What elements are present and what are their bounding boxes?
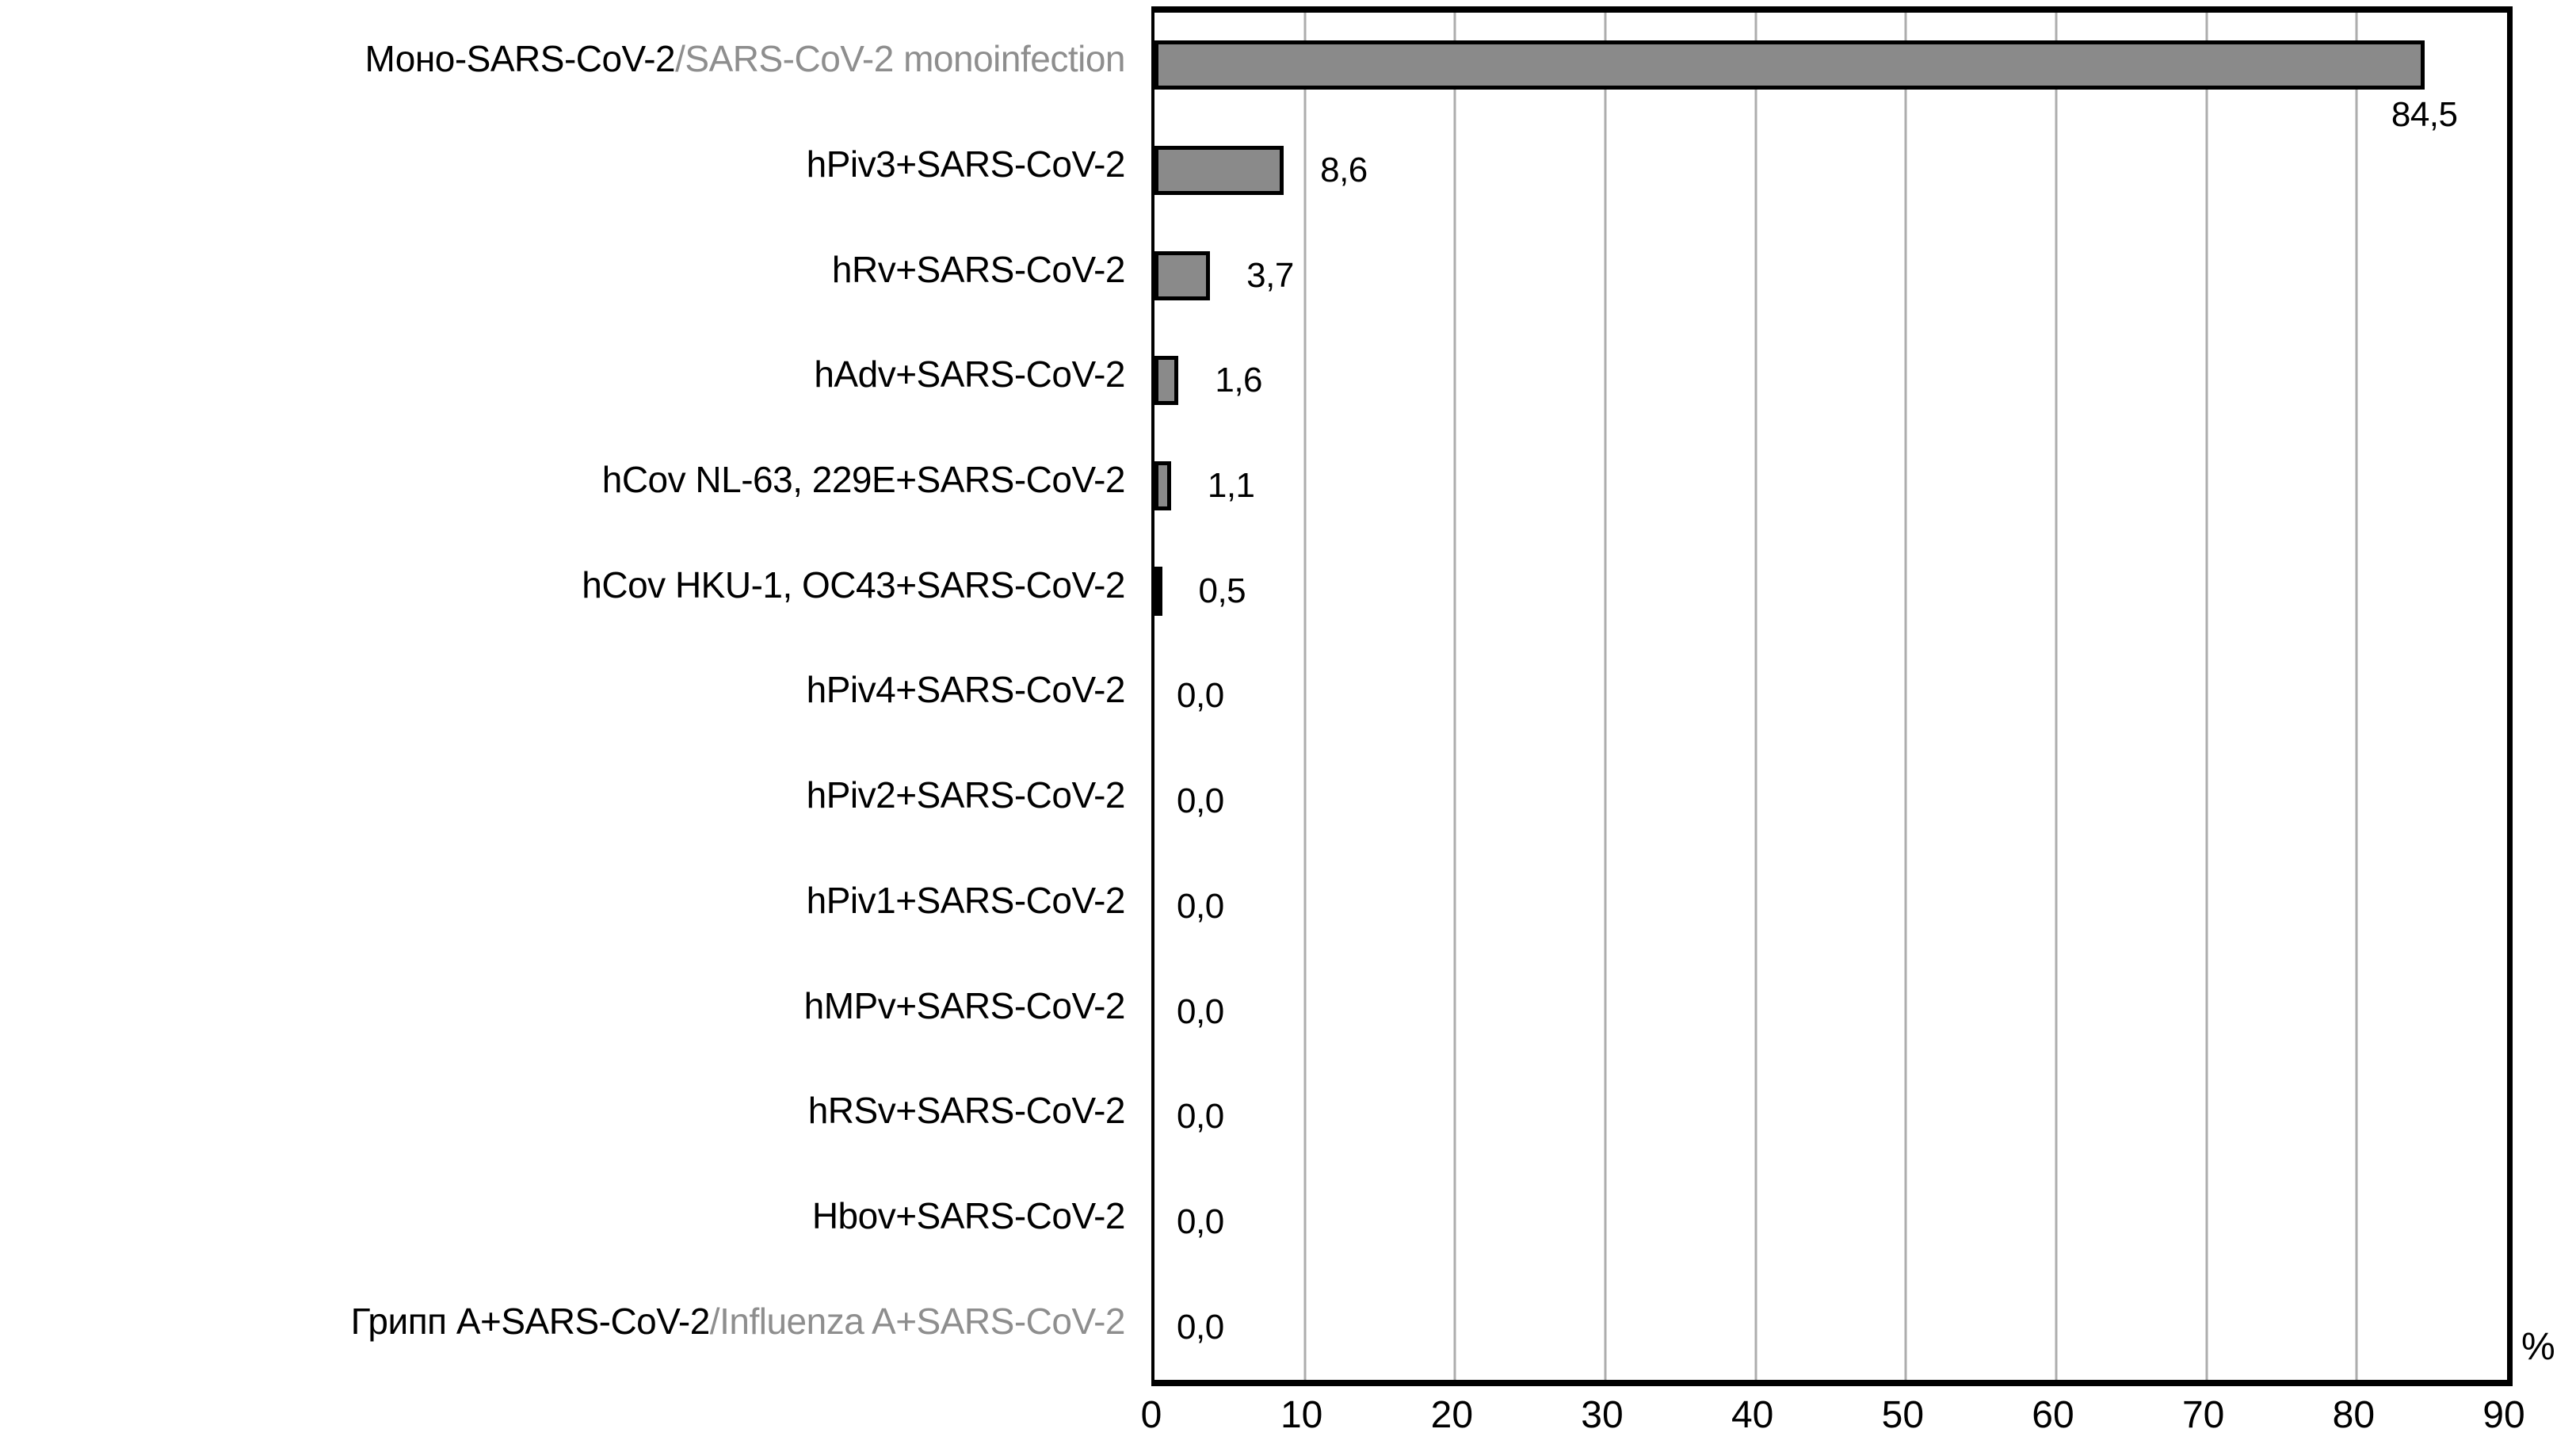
bar-row: 0,0: [1154, 1170, 2507, 1275]
value-label: 0,0: [1177, 1307, 1224, 1347]
category-label-primary: hCov HKU-1, OC43+SARS-CoV-2: [582, 564, 1125, 606]
x-tick-label: 60: [2032, 1394, 2074, 1436]
gridline: [1303, 13, 1307, 1380]
value-label: 1,6: [1215, 361, 1263, 400]
category-label: hPiv3+SARS-CoV-2: [0, 112, 1126, 217]
category-label-primary: Hbov+SARS-CoV-2: [811, 1194, 1126, 1236]
category-label-primary: Моно-SARS-CoV-2: [364, 38, 676, 80]
category-label-primary: hPiv4+SARS-CoV-2: [806, 669, 1126, 711]
bar-row: 0,0: [1154, 749, 2507, 854]
category-label-primary: hRSv+SARS-CoV-2: [807, 1090, 1126, 1132]
category-label-primary: hPiv3+SARS-CoV-2: [806, 143, 1126, 185]
value-label: 0,0: [1177, 781, 1224, 821]
value-label: 0,0: [1177, 1097, 1224, 1137]
bar-row: 0,0: [1154, 854, 2507, 960]
bar-row: 0,0: [1154, 644, 2507, 749]
x-tick-label: 10: [1280, 1394, 1323, 1436]
bar-row: 0,0: [1154, 1064, 2507, 1170]
category-label-primary: hCov NL-63, 229E+SARS-CoV-2: [601, 459, 1126, 501]
value-label: 1,1: [1207, 466, 1255, 506]
plot-area: 84,5 8,6 3,7 1,6 1,1 0,5 0,0 0,0 0,0 0,0 0,0 0,0 0,0: [1151, 6, 2513, 1386]
x-axis-tick-labels: 0 10 20 30 40 50 60 70 80 90: [0, 1393, 2576, 1441]
bar: [1154, 146, 1284, 196]
x-axis-unit-label: %: [2521, 1326, 2555, 1368]
category-axis-labels: Моно-SARS-CoV-2/SARS-CoV-2 monoinfection…: [0, 6, 1126, 1373]
category-label: hRv+SARS-CoV-2: [0, 216, 1126, 322]
category-label-primary: hPiv1+SARS-CoV-2: [806, 879, 1126, 921]
x-tick-label: 80: [2332, 1394, 2376, 1436]
bar-row: 84,5: [1154, 13, 2507, 134]
value-label: 0,0: [1177, 1202, 1224, 1241]
bar: [1154, 461, 1171, 511]
bar: [1154, 356, 1179, 406]
value-label: 0,0: [1177, 676, 1224, 716]
category-label: hCov NL-63, 229E+SARS-CoV-2: [0, 427, 1126, 533]
gridline: [1904, 13, 1907, 1380]
category-label: hMPv+SARS-CoV-2: [0, 953, 1126, 1058]
gridline: [1604, 13, 1607, 1380]
value-label: 84,5: [2391, 95, 2458, 134]
x-tick-label: 50: [1881, 1394, 1925, 1436]
value-label: 0,0: [1177, 886, 1224, 926]
category-label-primary: hPiv2+SARS-CoV-2: [806, 774, 1126, 816]
gridline: [1453, 13, 1456, 1380]
value-label: 3,7: [1246, 255, 1294, 295]
value-label: 0,0: [1177, 991, 1224, 1031]
x-tick-label: 20: [1430, 1394, 1474, 1436]
bar-row: 0,5: [1154, 538, 2507, 644]
category-label: hAdv+SARS-CoV-2: [0, 322, 1125, 427]
bar-series: 84,5 8,6 3,7 1,6 1,1 0,5 0,0 0,0 0,0 0,0 0,0 0,0 0,0: [1154, 13, 2507, 1380]
category-label-secondary: /Influenza A+SARS-CoV-2: [709, 1300, 1126, 1342]
x-tick-label: 30: [1581, 1394, 1624, 1436]
category-label: hRSv+SARS-CoV-2: [0, 1058, 1126, 1163]
bar-row: 8,6: [1154, 118, 2507, 224]
bar: [1154, 40, 2425, 90]
category-label-primary: hRv+SARS-CoV-2: [831, 248, 1126, 290]
category-label: hPiv1+SARS-CoV-2: [0, 848, 1126, 953]
x-tick-label: 70: [2181, 1394, 2225, 1436]
category-label: hCov HKU-1, OC43+SARS-CoV-2: [0, 532, 1125, 637]
category-label: Моно-SARS-CoV-2/SARS-CoV-2 monoinfection: [0, 6, 1125, 112]
gridline: [2055, 13, 2058, 1380]
x-tick-label: 40: [1731, 1394, 1774, 1436]
category-label-secondary: /SARS-CoV-2 monoinfection: [675, 38, 1125, 80]
category-label-primary: hMPv+SARS-CoV-2: [803, 984, 1126, 1026]
category-label: hPiv2+SARS-CoV-2: [0, 743, 1126, 848]
bar-row: 3,7: [1154, 223, 2507, 328]
category-label: hPiv4+SARS-CoV-2: [0, 637, 1126, 743]
bar-row: 1,1: [1154, 434, 2507, 539]
bar-row: 1,6: [1154, 328, 2507, 434]
gridline: [1754, 13, 1757, 1380]
bar: [1154, 566, 1162, 616]
x-tick-label: 90: [2483, 1394, 2525, 1436]
value-label: 0,5: [1198, 571, 1246, 610]
value-label: 8,6: [1320, 151, 1368, 190]
category-label-primary: hAdv+SARS-CoV-2: [814, 353, 1125, 395]
category-label: Hbov+SARS-CoV-2: [0, 1163, 1126, 1269]
gridline: [2355, 13, 2358, 1380]
x-tick-label: 0: [1140, 1394, 1162, 1436]
category-label-primary: Грипп А+SARS-CoV-2: [350, 1300, 711, 1342]
category-label: Грипп А+SARS-CoV-2/Influenza A+SARS-CoV-…: [0, 1268, 1126, 1373]
bar-row: 0,0: [1154, 1274, 2507, 1380]
bar: [1154, 250, 1211, 300]
gridline: [2205, 13, 2208, 1380]
bar-row: 0,0: [1154, 959, 2507, 1064]
